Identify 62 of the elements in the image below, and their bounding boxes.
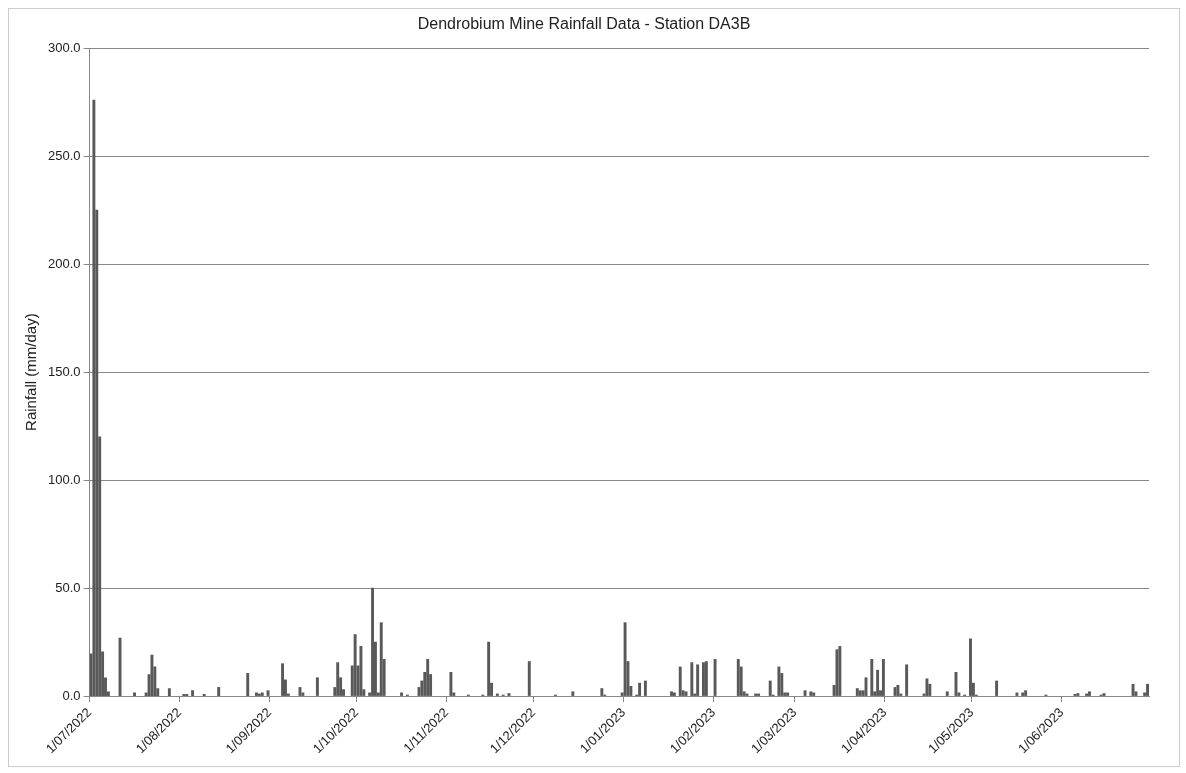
bar (359, 646, 363, 696)
bar (638, 682, 642, 696)
bar (672, 692, 676, 696)
bar (449, 671, 453, 696)
bar (777, 666, 781, 696)
bar (527, 661, 531, 696)
bar (812, 692, 816, 696)
bar (945, 691, 949, 696)
bar (995, 680, 999, 696)
bar (1021, 692, 1025, 696)
bar (371, 587, 374, 696)
bar (809, 691, 813, 696)
y-tick-label: 50.0 (55, 579, 81, 595)
bar (217, 687, 221, 696)
bar (266, 690, 270, 696)
bar (704, 661, 708, 696)
bar (855, 688, 859, 696)
bar (786, 692, 790, 696)
bar (768, 680, 772, 696)
bar (133, 692, 136, 696)
bar (670, 691, 673, 696)
bar (696, 664, 700, 696)
bar (690, 662, 694, 696)
bar (643, 680, 647, 696)
y-tick-label: 300.0 (47, 39, 81, 55)
bar (870, 659, 874, 696)
bar (678, 666, 682, 696)
y-axis-title: Rainfall (mm/day) (22, 313, 40, 431)
bar (167, 688, 171, 696)
y-tick-label: 150.0 (47, 363, 81, 379)
bar (400, 692, 404, 696)
bar (150, 654, 154, 696)
bar (969, 638, 972, 696)
bar (92, 99, 96, 696)
chart-title: Dendrobium Mine Rainfall Data - Station DA3B (417, 15, 751, 33)
bar (246, 673, 250, 696)
bar (353, 634, 357, 696)
bar (315, 677, 319, 696)
y-tick-label: 200.0 (47, 255, 81, 271)
bar (281, 663, 285, 696)
bar (336, 662, 340, 696)
bar (487, 641, 491, 696)
bar (426, 659, 430, 696)
bar (876, 669, 880, 696)
bar (379, 622, 383, 696)
bar (905, 664, 909, 696)
bar (191, 690, 195, 696)
bar (1015, 692, 1019, 696)
y-tick-label: 250.0 (47, 147, 81, 163)
y-tick-label: 0.0 (62, 687, 81, 703)
bar (623, 622, 627, 696)
bar (736, 659, 740, 696)
bar (701, 662, 705, 696)
bar (571, 691, 575, 696)
bar (1146, 683, 1149, 696)
bar (881, 659, 885, 696)
bar (600, 688, 604, 696)
bar (713, 659, 717, 696)
bar (1024, 690, 1028, 696)
y-tick-label: 100.0 (47, 471, 81, 487)
bar (858, 690, 862, 696)
bar (925, 678, 929, 696)
